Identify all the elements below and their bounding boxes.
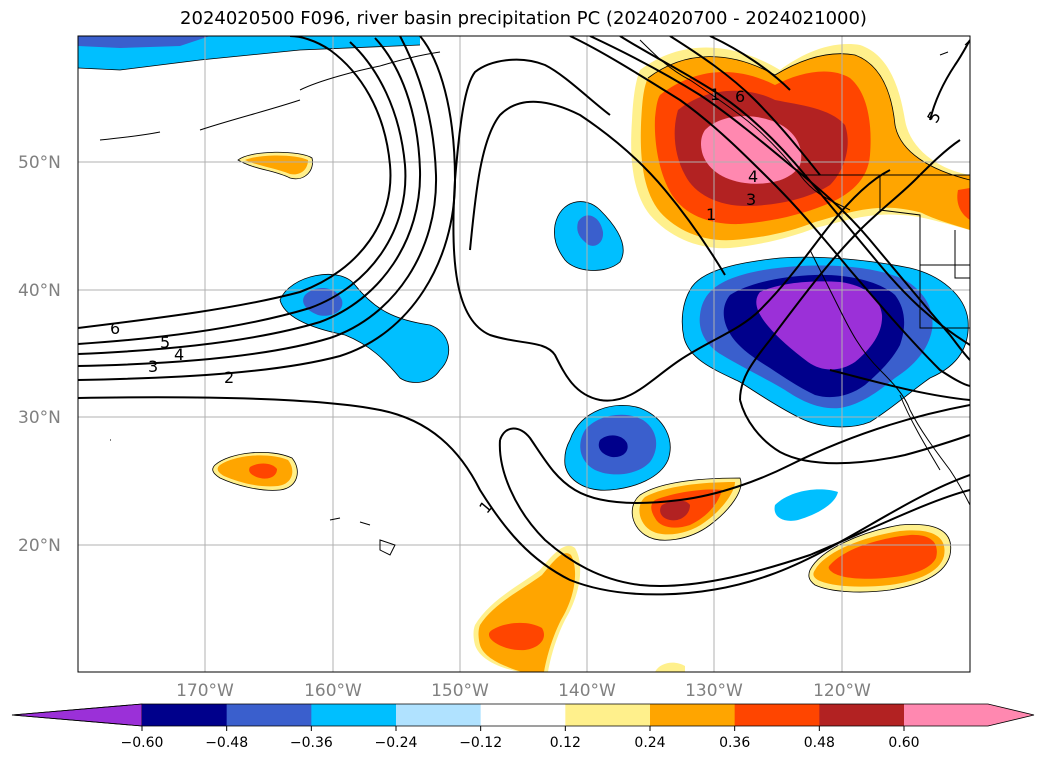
lon-label: 160°W — [304, 681, 362, 701]
lat-label: 50°N — [18, 153, 61, 173]
colorbar-tick-label: −0.12 — [459, 735, 502, 751]
lat-label: 40°N — [18, 281, 61, 301]
contour-label: 6 — [735, 87, 745, 106]
lat-label: 20°N — [18, 536, 61, 556]
contour-label: 1 — [710, 85, 720, 104]
contour-label: 6 — [110, 319, 120, 338]
contour-label: 2 — [224, 368, 234, 387]
colorbar-segment — [226, 704, 312, 726]
colorbar-segment — [650, 704, 736, 726]
lon-label: 120°W — [813, 681, 871, 701]
lon-label: 130°W — [685, 681, 743, 701]
colorbar-tick-label: 0.36 — [719, 735, 750, 751]
colorbar-tick-label: 0.24 — [634, 735, 665, 751]
lon-label: 150°W — [431, 681, 489, 701]
colorbar-extend-high — [904, 704, 1034, 726]
contour-label: 5 — [160, 333, 170, 352]
colorbar-segment — [565, 704, 651, 726]
colorbar-tick-label: 0.60 — [888, 735, 919, 751]
lon-label: 140°W — [558, 681, 616, 701]
contour-label: 1 — [706, 205, 716, 224]
colorbar: −0.60 −0.48 −0.36 −0.24 −0.12 0.12 0.24 0.36 0.4… — [11, 703, 1035, 751]
colorbar-tick-label: 0.48 — [804, 735, 835, 751]
map-title: 2024020500 F096, river basin precipitati… — [180, 8, 867, 29]
plot-frame — [77, 35, 971, 673]
colorbar-tick-label: −0.48 — [205, 735, 248, 751]
contour-label: 3 — [746, 190, 756, 209]
map-plot-area: 6 5 4 3 2 1 1 1 3 4 6 5 — [78, 36, 970, 672]
colorbar-segment — [142, 704, 228, 726]
lon-label: 170°W — [176, 681, 234, 701]
lat-label: 30°N — [18, 408, 61, 428]
colorbar-segment — [734, 704, 820, 726]
gridlines — [78, 36, 970, 672]
longitude-labels: 170°W 160°W 150°W 140°W 130°W 120°W — [176, 681, 871, 701]
colorbar-tick-label: −0.60 — [121, 735, 164, 751]
colorbar-segment — [311, 704, 397, 726]
latitude-labels: 50°N 40°N 30°N 20°N — [18, 153, 61, 556]
shading-layer — [78, 36, 970, 672]
colorbar-tick-label: 0.12 — [550, 735, 581, 751]
contour-label: 3 — [148, 357, 158, 376]
colorbar-segment — [396, 704, 482, 726]
colorbar-extend-low — [11, 703, 143, 727]
colorbar-segment — [819, 704, 905, 726]
shading-outlines — [78, 44, 970, 593]
colorbar-tick-label: −0.36 — [290, 735, 333, 751]
colorbar-segment — [480, 704, 566, 726]
contour-label: 5 — [923, 108, 945, 126]
contour-label: 4 — [748, 167, 758, 186]
contour-label: 4 — [174, 345, 184, 364]
height-contours — [78, 36, 970, 596]
colorbar-tick-label: −0.24 — [375, 735, 418, 751]
